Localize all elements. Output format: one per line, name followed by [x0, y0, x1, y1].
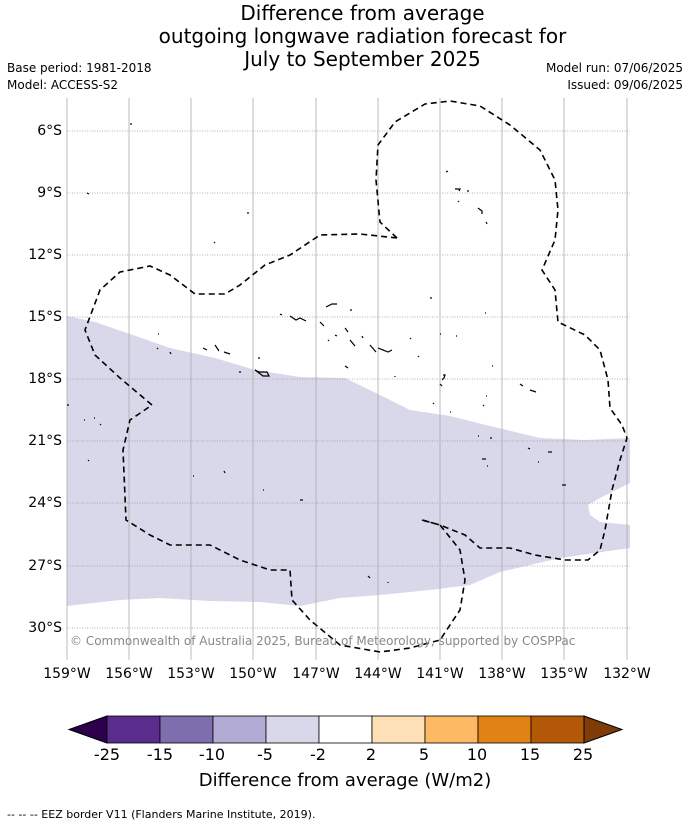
colorbar-tick-label: 5 — [418, 745, 430, 764]
lat-label: 18°S — [28, 371, 62, 387]
lat-label: 21°S — [28, 433, 62, 449]
lon-label: 159°W — [43, 666, 91, 682]
colorbar-swatch — [106, 715, 161, 744]
colorbar-title: Difference from average (W/m2) — [198, 770, 492, 791]
title-line-2: outgoing longwave radiation forecast for — [158, 24, 567, 48]
colorbar-swatch — [212, 715, 267, 744]
model-name: Model: ACCESS-S2 — [7, 78, 119, 92]
lat-label: 6°S — [37, 123, 62, 139]
colorbar-tick-label: 10 — [466, 745, 488, 764]
colorbar-swatch — [530, 715, 585, 744]
eez-border-west — [84, 233, 466, 653]
colorbar-tick-label: 2 — [365, 745, 377, 764]
lon-label: 132°W — [603, 666, 651, 682]
lon-label: 144°W — [354, 666, 402, 682]
lon-label: 156°W — [105, 666, 153, 682]
title-line-3: July to September 2025 — [244, 47, 481, 71]
colorbar — [67, 715, 624, 744]
colorbar-tick-label: -15 — [146, 745, 174, 764]
lon-label: 150°W — [229, 666, 277, 682]
colorbar-swatch — [424, 715, 479, 744]
meridians — [66, 98, 628, 660]
colorbar-max-extend — [583, 715, 624, 744]
chart-title: Difference from average outgoing longwav… — [0, 2, 690, 71]
lon-label: 138°W — [478, 666, 526, 682]
colorbar-swatch — [371, 715, 426, 744]
lat-label: 24°S — [28, 495, 62, 511]
issued-date: Issued: 09/06/2025 — [567, 78, 683, 92]
colorbar-swatch — [159, 715, 214, 744]
colorbar-tick-label: -25 — [93, 745, 121, 764]
lat-label: 27°S — [28, 558, 62, 574]
lon-label: 153°W — [167, 666, 215, 682]
lat-label: 12°S — [28, 247, 62, 263]
colorbar-swatch — [265, 715, 320, 744]
lat-label: 9°S — [37, 185, 62, 201]
anomaly-band — [67, 316, 630, 606]
colorbar-tick-label: -5 — [257, 745, 273, 764]
lat-label: 15°S — [28, 309, 62, 325]
model-run: Model run: 07/06/2025 — [545, 61, 683, 75]
colorbar-tick-label: 25 — [572, 745, 594, 764]
meta-right: Model run: 07/06/2025 Issued: 09/06/2025 — [546, 60, 683, 94]
colorbar-min-extend — [67, 715, 108, 744]
eez-border — [375, 100, 628, 561]
base-period: Base period: 1981-2018 — [7, 61, 152, 75]
lon-label: 147°W — [292, 666, 340, 682]
colorbar-tick-label: 15 — [519, 745, 541, 764]
colorbar-swatch — [318, 715, 373, 744]
lat-label: 30°S — [28, 620, 62, 636]
lon-label: 135°W — [540, 666, 588, 682]
lon-label: 141°W — [416, 666, 464, 682]
copyright-notice: © Commonwealth of Australia 2025, Bureau… — [70, 634, 576, 648]
meta-left: Base period: 1981-2018 Model: ACCESS-S2 — [7, 60, 152, 94]
title-line-1: Difference from average — [240, 1, 485, 25]
island-outlines — [67, 123, 566, 583]
colorbar-tick-label: -2 — [310, 745, 326, 764]
colorbar-swatch — [477, 715, 532, 744]
colorbar-tick-label: -10 — [198, 745, 226, 764]
footnote: -- -- -- EEZ border V11 (Flanders Marine… — [7, 808, 316, 821]
